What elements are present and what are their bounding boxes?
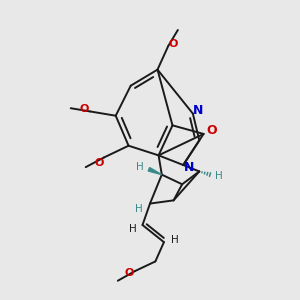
Text: O: O bbox=[80, 104, 89, 114]
Text: H: H bbox=[135, 204, 143, 214]
Text: H: H bbox=[215, 171, 222, 181]
Text: O: O bbox=[169, 39, 178, 49]
Text: O: O bbox=[125, 268, 134, 278]
Text: H: H bbox=[129, 224, 137, 234]
Text: N: N bbox=[193, 104, 203, 117]
Text: H: H bbox=[136, 162, 144, 172]
Text: O: O bbox=[207, 124, 218, 137]
Text: O: O bbox=[95, 158, 104, 168]
Text: H: H bbox=[171, 235, 178, 245]
Polygon shape bbox=[148, 168, 162, 175]
Text: N: N bbox=[183, 160, 194, 174]
